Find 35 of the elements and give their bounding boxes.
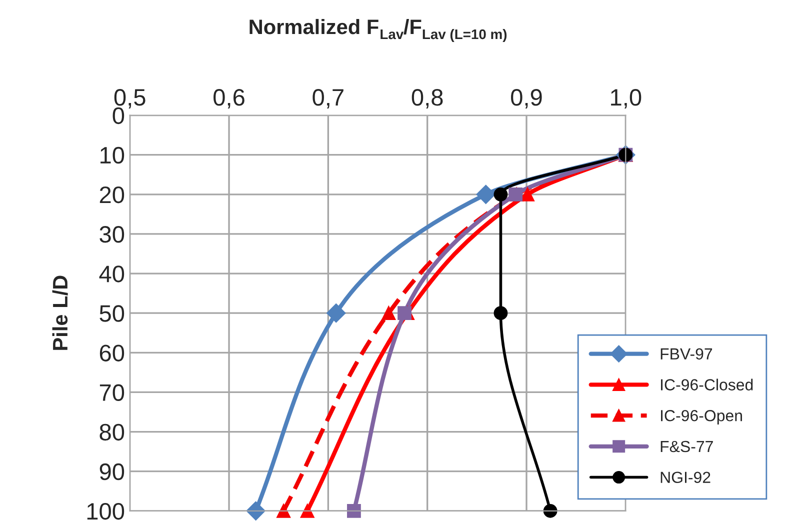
point — [520, 187, 534, 202]
y-axis-title: Pile L/D — [52, 276, 68, 350]
point — [326, 304, 346, 323]
point — [347, 504, 361, 518]
y-tick-label: 70 — [100, 384, 124, 401]
point — [476, 184, 496, 204]
y-tick-label: 0 — [112, 107, 124, 124]
legend-label: IC-96-Closed — [661, 378, 753, 390]
legend-label: NGI-92 — [660, 472, 710, 484]
point — [494, 187, 508, 202]
x-tick-label: 1,0 — [611, 89, 642, 109]
y-tick-label: 50 — [100, 305, 124, 322]
y-tick-label: 80 — [100, 424, 124, 441]
legend-label: FBV-97 — [660, 348, 712, 360]
y-tick-label: 10 — [100, 146, 124, 164]
x-tick-label: 0,6 — [214, 89, 244, 109]
y-tick-label: 20 — [100, 186, 124, 204]
x-tick-label: 0,5 — [114, 89, 146, 109]
x-tick-label: 0,8 — [412, 89, 443, 109]
y-tick-label: 90 — [100, 463, 124, 480]
point — [246, 501, 266, 520]
legend-label: IC-96-Open — [661, 410, 742, 424]
x-tick-label: 0,7 — [312, 89, 344, 109]
point — [382, 306, 396, 320]
x-tick-label: 0,9 — [511, 89, 542, 109]
point — [398, 306, 412, 320]
y-tick-label: 60 — [100, 344, 124, 362]
point — [300, 504, 314, 518]
point — [276, 504, 290, 518]
y-tick-label: 30 — [100, 226, 124, 243]
legend-label: F&S-77 — [660, 440, 713, 452]
y-tick-label: 100 — [87, 502, 124, 520]
point — [494, 306, 508, 320]
y-tick-label: 40 — [99, 266, 124, 282]
point — [543, 504, 558, 518]
